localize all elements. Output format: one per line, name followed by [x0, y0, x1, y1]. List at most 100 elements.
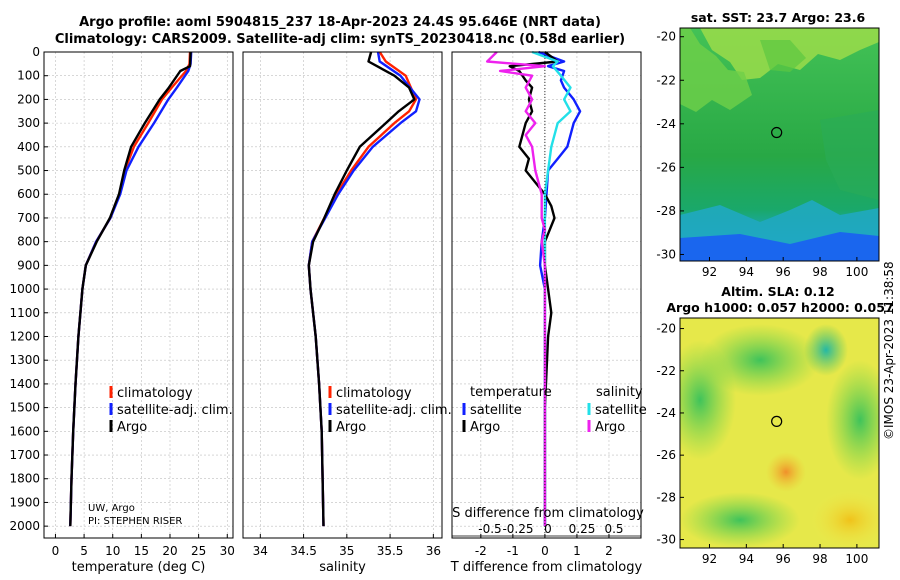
- depth-tick-label: 100: [17, 69, 40, 83]
- sla-map-ytick-label: -20: [656, 322, 676, 336]
- depth-tick-label: 1200: [9, 329, 40, 343]
- depth-tick-label: 300: [17, 116, 40, 130]
- sst-map-ytick-label: -24: [656, 117, 676, 131]
- difference-s-axis-label: S difference from climatology: [452, 506, 644, 521]
- temperature-xtick-label: 25: [191, 544, 206, 558]
- temperature-xtick-label: 0: [52, 544, 60, 558]
- difference-series-temperature-argo: [508, 51, 559, 527]
- sla-map-ytick-label: -28: [656, 490, 676, 504]
- difference-legend-label: Argo: [470, 420, 500, 435]
- salinity-xtick-label: 36: [426, 544, 441, 558]
- depth-tick-label: 1500: [9, 401, 40, 415]
- difference-legend-label: satellite: [470, 403, 522, 418]
- salinity-series-argo: [307, 51, 416, 527]
- difference-legend-title-temperature: temperature: [470, 385, 552, 400]
- sst-map-xtick-label: 94: [739, 265, 754, 279]
- salinity-xtick-label: 35.5: [377, 544, 404, 558]
- depth-tick-label: 800: [17, 235, 40, 249]
- depth-tick-label: 1600: [9, 424, 40, 438]
- depth-tick-label: 900: [17, 258, 40, 272]
- sla-map-xtick-label: 100: [845, 552, 868, 566]
- depth-tick-label: 1900: [9, 495, 40, 509]
- temperature-legend-label: climatology: [117, 386, 193, 401]
- depth-tick-label: 1100: [9, 306, 40, 320]
- sst-map-ytick-label: -30: [656, 247, 676, 261]
- sla-map-ytick-label: -30: [656, 533, 676, 547]
- temperature-legend-label: Argo: [117, 420, 147, 435]
- temperature-xtick-label: 10: [105, 544, 120, 558]
- temperature-xtick-label: 5: [80, 544, 88, 558]
- temperature-series-argo: [69, 51, 192, 527]
- salinity-legend-label: Argo: [336, 420, 366, 435]
- difference-s-tick-label: -0.5: [478, 522, 501, 536]
- temperature-xtick-label: 30: [220, 544, 235, 558]
- difference-xtick-label: 0: [541, 544, 549, 558]
- temperature-xlabel: temperature (deg C): [72, 560, 206, 575]
- depth-tick-label: 1000: [9, 282, 40, 296]
- depth-tick-label: 2000: [9, 519, 40, 533]
- depth-tick-label: 500: [17, 164, 40, 178]
- difference-s-tick-label: 0.5: [604, 522, 623, 536]
- difference-s-tick-label: -0.25: [502, 522, 533, 536]
- difference-s-tick-label: 0: [544, 522, 552, 536]
- depth-tick-label: 700: [17, 211, 40, 225]
- difference-xtick-label: 1: [573, 544, 581, 558]
- difference-legend-label: Argo: [595, 420, 625, 435]
- depth-tick-label: 400: [17, 140, 40, 154]
- sst-map-float-marker: [771, 126, 783, 139]
- sla-map-xtick-label: 98: [812, 552, 827, 566]
- credit-line2: PI: STEPHEN RISER: [88, 516, 182, 527]
- temperature-xtick-label: 15: [134, 544, 149, 558]
- credit-line1: UW, Argo: [88, 503, 135, 514]
- sla-map-ytick-label: -26: [656, 448, 676, 462]
- sla-map: [679, 317, 880, 549]
- depth-tick-label: 1400: [9, 377, 40, 391]
- sla-map-xtick-label: 92: [702, 552, 717, 566]
- sla-map-float-marker: [771, 415, 783, 427]
- sla-map-ytick-label: -24: [656, 406, 676, 420]
- difference-xtick-label: -2: [475, 544, 487, 558]
- plot-title-line2: Climatology: CARS2009. Satellite-adj cli…: [54, 32, 626, 47]
- sst-map-ytick-label: -20: [656, 30, 676, 44]
- depth-tick-label: 1700: [9, 448, 40, 462]
- difference-series-temperature-satellite: [538, 50, 582, 527]
- depth-tick-label: 200: [17, 92, 40, 106]
- temperature-panel: [43, 51, 234, 539]
- difference-legend-label: satellite: [595, 403, 647, 418]
- sla-map-title-line1: Altim. SLA: 0.12: [721, 284, 835, 299]
- difference-xtick-label: 2: [605, 544, 613, 558]
- difference-legend-title-salinity: salinity: [596, 385, 643, 400]
- sst-map-ytick-label: -22: [656, 73, 676, 87]
- temperature-legend-label: satellite-adj. clim.: [117, 403, 233, 418]
- salinity-legend-label: satellite-adj. clim.: [336, 403, 452, 418]
- plot-title-line1: Argo profile: aoml 5904815_237 18-Apr-20…: [79, 15, 601, 30]
- sst-map-xtick-label: 92: [702, 265, 717, 279]
- salinity-legend-label: climatology: [336, 386, 412, 401]
- temperature-xtick-label: 20: [162, 544, 177, 558]
- temperature-frame: [43, 51, 234, 539]
- salinity-xtick-label: 34: [253, 544, 268, 558]
- difference-series-salinity-argo: [486, 51, 547, 527]
- difference-xlabel: T difference from climatology: [450, 560, 643, 575]
- sst-map-ytick-label: -28: [656, 204, 676, 218]
- depth-tick-label: 1300: [9, 353, 40, 367]
- sla-map-ytick-label: -22: [656, 364, 676, 378]
- sst-map-ytick-label: -26: [656, 160, 676, 174]
- salinity-xtick-label: 34.5: [290, 544, 317, 558]
- sst-map-xtick-label: 96: [776, 265, 791, 279]
- depth-tick-label: 1800: [9, 472, 40, 486]
- salinity-frame: [242, 51, 443, 539]
- sst-map-xtick-label: 100: [845, 265, 868, 279]
- sla-map-xtick-label: 94: [739, 552, 754, 566]
- sst-map-title: sat. SST: 23.7 Argo: 23.6: [690, 10, 866, 25]
- depth-tick-label: 0: [32, 45, 40, 59]
- depth-tick-label: 600: [17, 187, 40, 201]
- sst-map-xtick-label: 98: [812, 265, 827, 279]
- sla-map-xtick-label: 96: [776, 552, 791, 566]
- sla-map-title-line2: Argo h1000: 0.057 h2000: 0.057: [666, 300, 894, 315]
- salinity-xtick-label: 35: [339, 544, 354, 558]
- salinity-xlabel: salinity: [319, 560, 366, 575]
- salinity-panel: [242, 51, 443, 539]
- difference-s-tick-label: 0.25: [569, 522, 596, 536]
